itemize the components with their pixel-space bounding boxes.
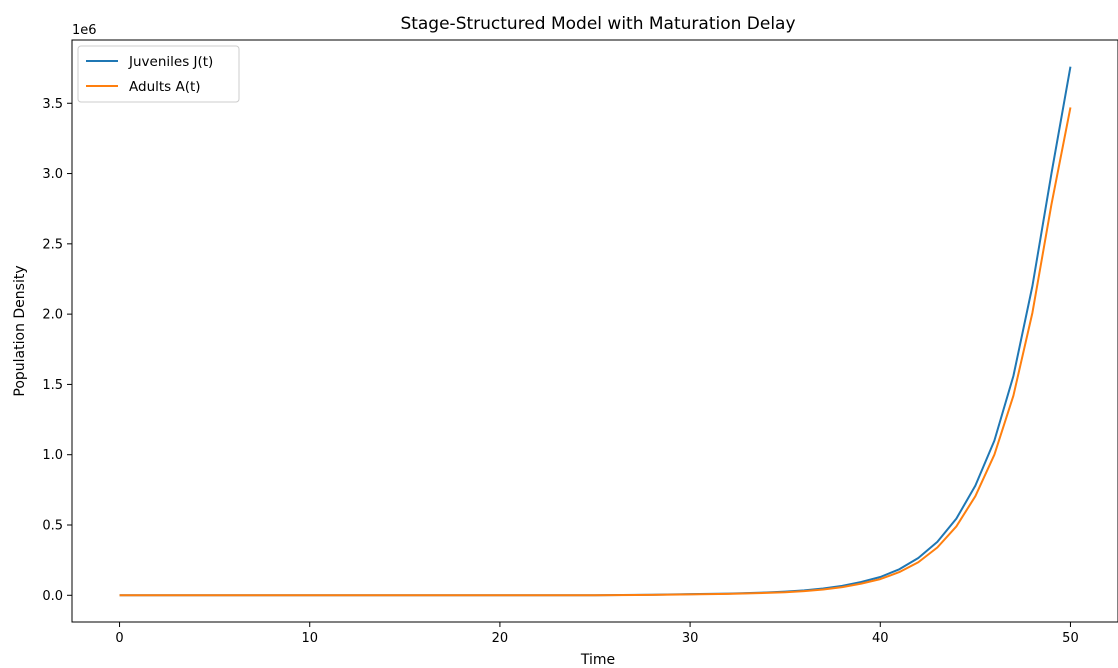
x-axis: 0 10 20 30 40 50 — [115, 622, 1079, 646]
legend-box — [77, 45, 240, 103]
series-line-1 — [119, 107, 1072, 597]
series-line-0 — [119, 66, 1072, 597]
y-tick-label: 2.0 — [42, 308, 63, 323]
y-tick-label: 2.5 — [42, 237, 63, 252]
x-tick-label: 30 — [682, 631, 699, 646]
y-tick-label: 1.5 — [42, 378, 63, 393]
y-tick-label: 1.0 — [42, 448, 63, 463]
chart-title: Stage-Structured Model with Maturation D… — [400, 14, 795, 34]
y-axis-label: Population Density — [12, 265, 28, 396]
legend-label-adults: Adults A(t) — [129, 79, 201, 95]
plot-frame — [71, 39, 1118, 623]
x-axis-label: Time — [580, 652, 615, 668]
y-tick-label: 0.5 — [42, 519, 63, 534]
y-axis: 0.0 0.5 1.0 1.5 2.0 2.5 3.0 3.5 — [42, 97, 72, 604]
y-offset-label: 1e6 — [72, 23, 97, 38]
legend: Juveniles J(t) Adults A(t) — [77, 45, 240, 103]
y-tick-label: 3.5 — [42, 97, 63, 112]
x-tick-label: 0 — [115, 631, 123, 646]
legend-label-juveniles: Juveniles J(t) — [128, 54, 213, 70]
x-tick-label: 50 — [1062, 631, 1079, 646]
y-tick-label: 3.0 — [42, 167, 63, 182]
x-tick-label: 40 — [872, 631, 889, 646]
plot-area — [119, 66, 1072, 597]
y-tick-label: 0.0 — [42, 589, 63, 604]
x-tick-label: 10 — [301, 631, 318, 646]
x-tick-label: 20 — [492, 631, 509, 646]
